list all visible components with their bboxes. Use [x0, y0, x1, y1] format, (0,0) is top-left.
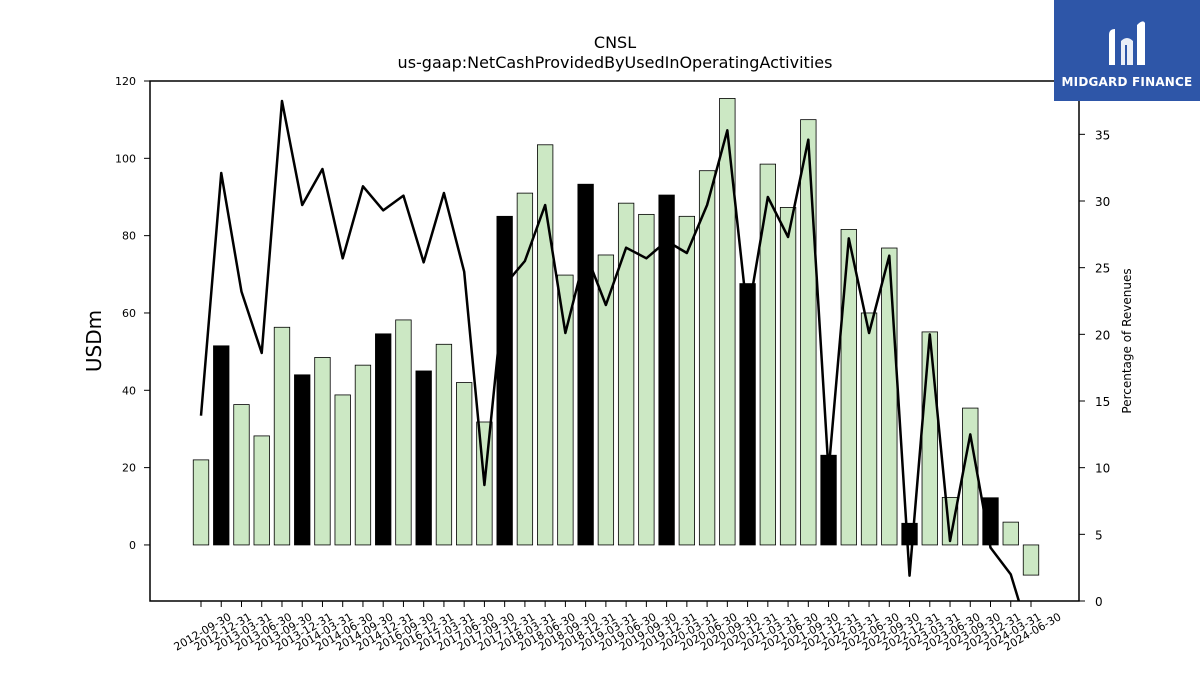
y2-axis-label: Percentage of Revenues	[1120, 268, 1134, 413]
bar-2014-06-30	[334, 394, 351, 546]
bar-2013-06-30	[253, 435, 270, 546]
bar-2018-06-30	[537, 144, 554, 546]
bar-2017-03-31	[435, 343, 453, 546]
y2-tick-label: 25	[1095, 262, 1110, 276]
y-tick-label: 100	[115, 152, 136, 165]
bar-2013-09-30	[273, 326, 291, 546]
bar-2022-03-31	[840, 229, 857, 546]
bar-2019-12-31	[658, 194, 675, 546]
x-axis: 2012-09-302012-12-312013-03-312013-06-30…	[172, 601, 1064, 654]
bar-2020-06-30	[698, 170, 716, 546]
left-axis: 0 20 40 60 80 100 120	[115, 75, 150, 552]
bar-2016-09-30	[395, 319, 412, 546]
y-tick-label: 0	[129, 539, 136, 552]
y2-tick-label: 30	[1095, 195, 1110, 209]
logo: MIDGARD FINANCE	[1054, 0, 1200, 101]
bar-2017-12-31	[496, 215, 513, 546]
y2-tick-label: 35	[1095, 128, 1110, 142]
bar-2013-03-31	[233, 404, 250, 546]
bar-2014-09-30	[354, 364, 372, 546]
bar-series	[192, 98, 1040, 576]
bar-2014-12-31	[375, 333, 392, 546]
bar-2020-03-31	[678, 215, 695, 546]
bar-2018-03-31	[516, 192, 534, 546]
bar-2012-12-31	[213, 345, 230, 546]
y-tick-label: 60	[122, 307, 136, 320]
logo-text: MIDGARD FINANCE	[1061, 74, 1193, 89]
bar-2012-09-30	[192, 459, 210, 546]
midgard-logo-icon	[1109, 20, 1145, 65]
y-axis-label: USDm	[82, 310, 106, 372]
bar-2023-03-31	[921, 331, 938, 546]
y2-tick-label: 0	[1095, 595, 1103, 609]
y-tick-label: 40	[122, 384, 136, 397]
bar-2018-12-31	[577, 183, 594, 546]
bar-2022-12-31	[901, 522, 918, 546]
y2-tick-label: 10	[1095, 462, 1110, 476]
bar-2021-06-30	[779, 207, 797, 546]
bar-2016-12-31	[415, 370, 432, 546]
bar-2019-03-31	[597, 254, 615, 546]
bar-2021-09-30	[800, 119, 817, 546]
y2-tick-label: 5	[1095, 528, 1103, 542]
bar-2014-03-31	[314, 357, 331, 546]
bar-2023-09-30	[962, 407, 979, 546]
bar-2020-09-30	[719, 98, 736, 546]
bar-2018-09-30	[557, 274, 574, 546]
chart-title: CNSL	[594, 33, 636, 52]
bar-2013-12-31	[294, 374, 311, 546]
bar-2022-09-30	[881, 247, 898, 546]
bar-2024-03-31	[1002, 521, 1019, 546]
percentage-line	[199, 99, 1021, 601]
bar-2017-06-30	[456, 382, 473, 546]
right-axis: 0 5 10 15 20 25 30 35	[1079, 128, 1110, 609]
bar-2019-06-30	[617, 202, 635, 546]
y2-tick-label: 15	[1095, 395, 1110, 409]
y-tick-label: 120	[115, 75, 136, 88]
y2-tick-label: 20	[1095, 328, 1110, 342]
plot-frame	[149, 80, 1080, 602]
bar-2022-06-30	[860, 312, 878, 546]
y-tick-label: 80	[122, 230, 136, 243]
bar-2021-03-31	[759, 163, 776, 546]
bar-2024-06-30	[1022, 544, 1040, 576]
bar-2019-09-30	[638, 213, 655, 546]
bar-2020-12-31	[739, 283, 756, 546]
y-tick-label: 20	[122, 462, 136, 475]
chart-subtitle: us-gaap:NetCashProvidedByUsedInOperating…	[398, 53, 833, 72]
